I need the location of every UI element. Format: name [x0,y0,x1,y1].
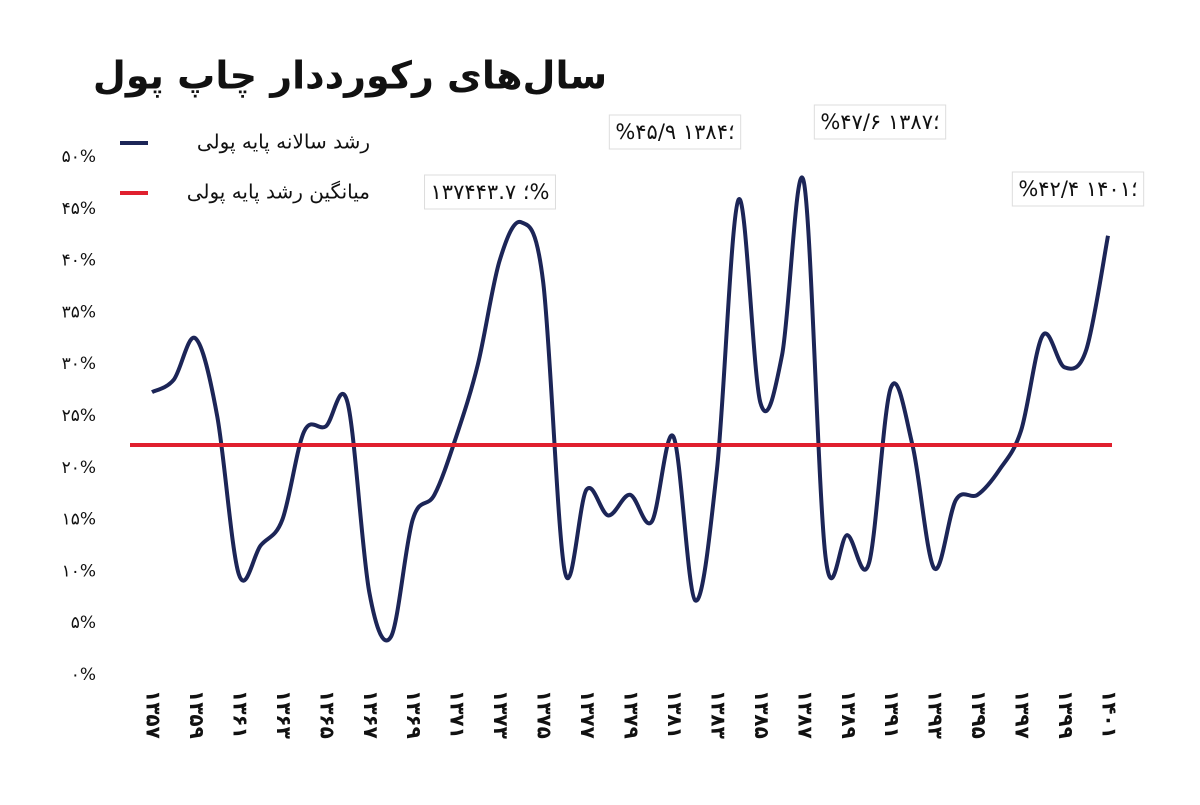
data-line [151,175,1110,643]
annotation: ۱۳۷۴؛ ۴۳.۷% [424,174,556,210]
y-tick-label: ۱۰% [62,561,96,581]
x-tick-label: ۱۳۶۵ [315,690,339,739]
x-tick-label: ۱۳۹۵ [967,690,991,739]
annotation-box [424,174,556,210]
x-tick-label: ۱۳۷۱ [446,690,470,739]
x-tick-label: ۱۳۶۱ [228,690,252,739]
x-tick-label: ۱۳۷۳ [489,690,513,739]
x-tick-label: ۱۳۹۱ [880,690,904,739]
x-tick-label: ۱۳۹۳ [924,690,948,739]
x-tick-label: ۱۳۶۹ [402,690,426,739]
annotation: %۴۷/۶ ؛۱۳۸۷ [813,104,947,140]
y-tick-label: ۳۰% [62,354,96,374]
x-tick-label: ۱۳۷۵ [533,690,557,739]
x-tick-label: ۱۳۸۹ [837,690,861,739]
annotation-box [813,104,947,140]
x-tick-label: ۱۳۵۷ [142,690,166,739]
x-tick-label: ۱۴۰۱ [1098,690,1122,739]
annotation-box [608,114,742,150]
x-tick-label: ۱۳۶۳ [272,690,296,739]
x-tick-label: ۱۳۷۷ [576,690,600,739]
x-tick-label: ۱۳۵۹ [185,690,209,739]
y-tick-label: ۳۵% [62,302,96,322]
annotation-box [1011,171,1145,207]
x-tick-label: ۱۳۹۷ [1011,690,1035,739]
x-tick-label: ۱۳۸۷ [793,690,817,739]
legend-label: رشد سالانه پایه پولی [197,130,370,155]
annotation: %۴۲/۴ ؛۱۴۰۱ [1011,171,1145,207]
chart-title: سال‌های رکورددار چاپ پول [93,54,607,98]
legend-label: میانگین رشد پایه پولی [187,180,370,205]
y-tick-label: ۴۰% [62,251,96,271]
y-tick-label: ۵% [71,613,96,633]
y-tick-label: ۲۰% [62,458,96,478]
y-tick-label: ۲۵% [62,406,96,426]
annotation-text: %۴۲/۴ ؛۱۴۰۱ [1018,177,1137,201]
annotation-text: %۴۷/۶ ؛۱۳۸۷ [820,110,939,134]
annotation-text: %۴۵/۹ ؛۱۳۸۴ [615,120,734,144]
x-tick-label: ۱۳۸۱ [663,690,687,739]
annotation-text: ۱۳۷۴؛ ۴۳.۷% [431,180,550,204]
x-tick-label: ۱۳۹۹ [1054,690,1078,739]
y-tick-label: ۴۵% [62,199,96,219]
x-tick-label: ۱۳۶۷ [359,690,383,739]
y-tick-label: ۰% [71,665,96,685]
y-tick-label: ۵۰% [62,147,96,167]
y-tick-label: ۱۵% [62,510,96,530]
x-tick-label: ۱۳۸۵ [750,690,774,739]
x-tick-label: ۱۳۷۹ [620,690,644,739]
x-tick-label: ۱۳۸۳ [706,690,730,739]
annotation: %۴۵/۹ ؛۱۳۸۴ [608,114,742,150]
